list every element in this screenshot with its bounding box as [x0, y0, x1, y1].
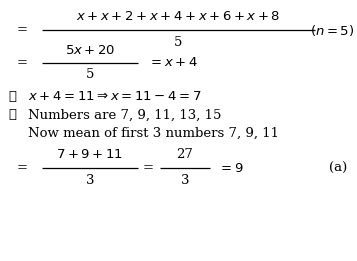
Text: $7+9+11$: $7+9+11$ — [56, 149, 124, 162]
Text: $= x + 4$: $= x + 4$ — [148, 56, 198, 69]
Text: =: = — [142, 162, 154, 175]
Text: 5: 5 — [86, 68, 94, 81]
Text: $5x+20$: $5x+20$ — [65, 44, 115, 56]
Text: Now mean of first 3 numbers 7, 9, 11: Now mean of first 3 numbers 7, 9, 11 — [28, 127, 279, 139]
Text: 3: 3 — [181, 174, 189, 187]
Text: 3: 3 — [86, 174, 94, 187]
Text: =: = — [16, 23, 27, 37]
Text: Numbers are 7, 9, 11, 13, 15: Numbers are 7, 9, 11, 13, 15 — [28, 109, 221, 122]
Text: ∴: ∴ — [8, 109, 16, 122]
Text: $x + 4 = 11 \Rightarrow x = 11 - 4 = 7$: $x + 4 = 11 \Rightarrow x = 11 - 4 = 7$ — [28, 90, 202, 103]
Text: 27: 27 — [177, 149, 193, 162]
Text: ∴: ∴ — [8, 90, 16, 103]
Text: $= 9$: $= 9$ — [218, 162, 244, 175]
Text: 5: 5 — [174, 37, 182, 50]
Text: $x+x+2+x+4+x+6+x+8$: $x+x+2+x+4+x+6+x+8$ — [76, 9, 280, 22]
Text: =: = — [16, 162, 27, 175]
Text: =: = — [16, 56, 27, 69]
Text: $(n = 5)$: $(n = 5)$ — [310, 22, 354, 38]
Text: (a): (a) — [329, 162, 347, 175]
